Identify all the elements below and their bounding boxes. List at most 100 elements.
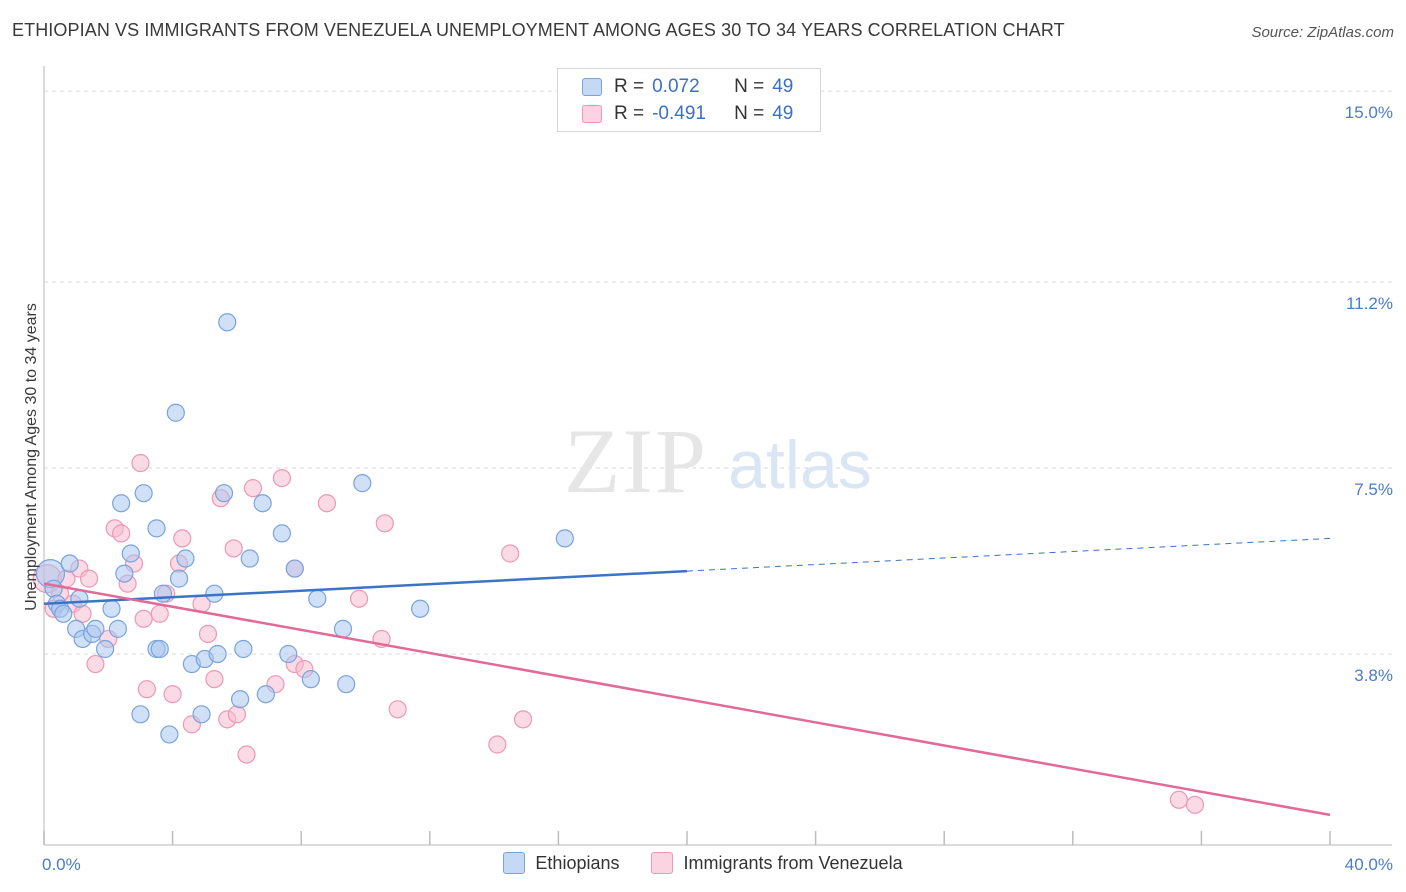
legend-swatch-blue [582, 78, 602, 96]
legend-r-value: -0.491 [652, 103, 706, 124]
ethiopians-trend-extension [686, 537, 1331, 572]
ethiopians-point [115, 564, 134, 583]
venezuela-trend-line [43, 582, 1331, 817]
x-tick-label: 0.0% [42, 855, 81, 874]
watermark-atlas: atlas [728, 427, 872, 503]
ethiopians-point [555, 529, 574, 548]
ethiopians-point [231, 690, 250, 709]
ethiopians-point [279, 644, 298, 664]
ethiopians-point [256, 685, 275, 704]
venezuela-point [137, 680, 156, 699]
ethiopians-point [147, 519, 166, 538]
ethiopians-point [333, 619, 353, 638]
venezuela-point [173, 529, 192, 548]
venezuela-point [375, 514, 394, 533]
legend-n-value: 49 [772, 76, 794, 97]
ethiopians-point [353, 474, 372, 493]
chart-title: ETHIOPIAN VS IMMIGRANTS FROM VENEZUELA U… [12, 20, 1065, 40]
venezuela-point [73, 604, 92, 623]
ethiopians-point [153, 584, 173, 603]
ethiopians-point [218, 313, 237, 332]
venezuela-point [243, 479, 263, 498]
ethiopians-point [44, 579, 63, 598]
ethiopians-point [134, 484, 153, 503]
legend-r-value: 0.072 [652, 76, 700, 97]
ethiopians-point [95, 639, 115, 659]
tick-labels: 3.8% 7.5% 11.2% 15.0% 0.0% 40.0% [42, 103, 1393, 874]
venezuela-point [488, 735, 507, 754]
watermark-zip: ZIP [564, 410, 708, 512]
source-note: Source: ZipAtlas.com [1251, 24, 1394, 41]
legend-row-ethiopians: R = 0.072 N = 49 [582, 75, 793, 99]
ethiopians-point [234, 639, 253, 659]
venezuela-point [513, 710, 533, 729]
ethiopians-point [108, 619, 128, 638]
legend-r-label: R = [614, 103, 645, 124]
venezuela-point [198, 624, 218, 644]
series-legend: Ethiopians Immigrants from Venezuela [0, 852, 1406, 874]
y-axis-label: Unemployment Among Ages 30 to 34 years [23, 303, 40, 611]
ethiopians-trend-line [43, 569, 688, 605]
legend-item-venezuela: Immigrants from Venezuela [651, 852, 903, 874]
venezuela-point [112, 524, 131, 543]
ethiopians-point [102, 599, 121, 618]
trend-lines [43, 537, 1331, 817]
watermark: ZIP atlas [564, 410, 872, 512]
series-ethiopians-points [35, 313, 574, 744]
legend-r-label: R = [614, 76, 645, 97]
y-tick-label: 15.0% [1345, 103, 1393, 122]
y-tick-label: 7.5% [1354, 480, 1393, 499]
legend-item-ethiopians: Ethiopians [503, 852, 619, 874]
ethiopians-point [253, 494, 272, 513]
ethiopians-point [112, 494, 131, 513]
ethiopians-point [70, 589, 89, 608]
ethiopians-point [121, 544, 140, 563]
ethiopians-point [86, 619, 105, 638]
ethiopians-point [301, 670, 320, 689]
ethiopians-point [240, 549, 259, 568]
venezuela-point [349, 589, 369, 608]
ethiopians-point [60, 554, 79, 573]
venezuela-point [501, 544, 520, 563]
venezuela-point [1185, 795, 1205, 814]
ethiopians-point [131, 705, 150, 724]
ethiopians-point [150, 639, 169, 659]
y-tick-label: 11.2% [1346, 294, 1393, 313]
axes [43, 66, 1392, 846]
legend-n-label: N = [734, 103, 765, 124]
venezuela-point [131, 453, 150, 473]
venezuela-point [86, 654, 105, 674]
ethiopians-point [192, 705, 211, 724]
legend-label-venezuela: Immigrants from Venezuela [683, 852, 903, 873]
ethiopians-point [54, 604, 73, 623]
legend-row-venezuela: R = -0.491 N = 49 [582, 102, 793, 126]
venezuela-point [150, 604, 169, 623]
ethiopians-point [214, 484, 234, 503]
ethiopians-point [411, 599, 430, 618]
ethiopians-point [176, 549, 195, 568]
ethiopians-point [285, 559, 304, 578]
legend-label-ethiopians: Ethiopians [535, 852, 620, 873]
legend-swatch-pink [582, 105, 602, 123]
legend-n-label: N = [734, 76, 765, 97]
venezuela-point [1169, 790, 1188, 809]
venezuela-point [237, 745, 256, 764]
gridlines [44, 90, 1392, 655]
x-tick-label: 40.0% [1345, 855, 1393, 874]
correlation-legend: R = 0.072 N = 49 R = -0.491 N = 49 [557, 68, 821, 132]
ethiopians-point [208, 644, 227, 664]
y-tick-label: 3.8% [1354, 666, 1393, 685]
ethiopians-point [166, 403, 185, 422]
venezuela-point [388, 700, 407, 719]
venezuela-point [79, 569, 99, 588]
venezuela-point [205, 670, 224, 689]
venezuela-point [272, 468, 292, 488]
ethiopians-point [272, 524, 292, 543]
venezuela-point [134, 609, 153, 628]
ethiopians-point [308, 589, 327, 608]
venezuela-point [224, 539, 243, 558]
ethiopians-point [337, 675, 356, 694]
ethiopians-point [169, 569, 189, 588]
legend-n-value: 49 [772, 103, 794, 124]
